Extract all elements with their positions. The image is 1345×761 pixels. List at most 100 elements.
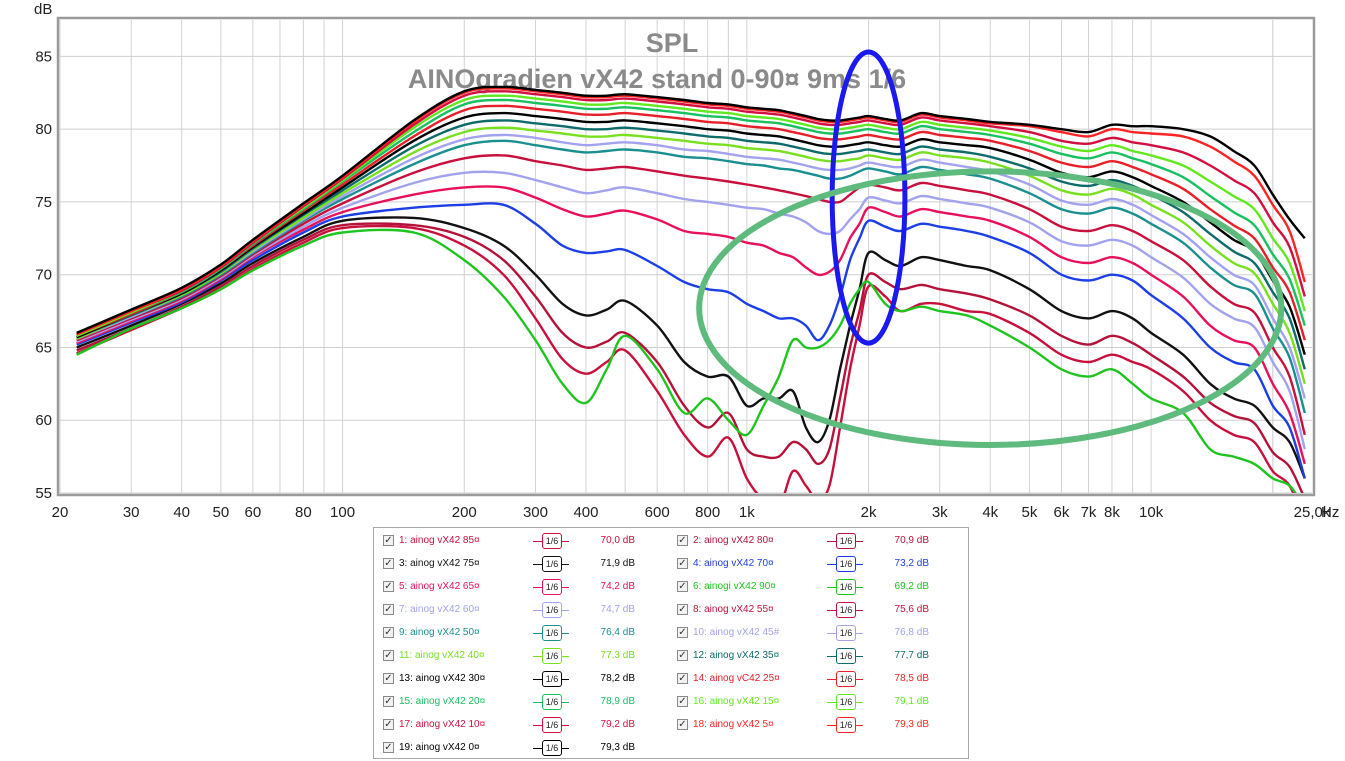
series-line [76, 216, 1306, 479]
annotation-ellipse [696, 168, 1285, 448]
legend-checkbox[interactable]: ✓ [677, 650, 688, 661]
legend-item: ✓ 18: ainog vX42 5¤ 1/6 79,3 dB [677, 715, 957, 735]
legend-item: ✓ 1: ainog vX42 85¤ 1/6 70,0 dB [383, 531, 663, 551]
legend-label: 7: ainog vX42 60¤ [399, 604, 480, 615]
legend-smoothing-swatch: 1/6 [827, 533, 863, 549]
legend-smoothing-label: 1/6 [836, 694, 856, 710]
legend-checkbox[interactable]: ✓ [383, 673, 394, 684]
legend-item: ✓ 14: ainog vC42 25¤ 1/6 78,5 dB [677, 669, 957, 689]
series-line [76, 98, 1306, 337]
legend-item: ✓ 10: ainog vX42 45# 1/6 76,8 dB [677, 623, 957, 643]
legend-value: 78,5 dB [894, 673, 929, 684]
legend-label: 6: ainogi vX42 90¤ [693, 581, 776, 592]
legend-value: 79,2 dB [600, 719, 635, 730]
legend-item: ✓ 9: ainog vX42 50¤ 1/6 76,4 dB [383, 623, 663, 643]
annotations [696, 49, 1285, 448]
x-tick-label: 5k [1022, 504, 1038, 521]
legend-value: 79,3 dB [600, 742, 635, 753]
legend-checkbox[interactable]: ✓ [383, 627, 394, 638]
chart-titles: SPL AINOgradien vX42 stand 0-90¤ 9ms 1/6 [408, 28, 906, 94]
x-tick-label: 20 [52, 504, 69, 521]
legend-smoothing-label: 1/6 [542, 648, 562, 664]
series-line [76, 222, 1304, 493]
legend-item: ✓ 4: ainog vX42 70¤ 1/6 73,2 dB [677, 554, 957, 574]
legend-checkbox[interactable]: ✓ [677, 627, 688, 638]
series-line [76, 202, 1306, 479]
legend-smoothing-swatch: 1/6 [533, 648, 569, 664]
legend-value: 74,2 dB [600, 581, 635, 592]
legend-value: 79,3 dB [894, 719, 929, 730]
x-tick-label: 600 [645, 504, 670, 521]
legend-label: 2: ainog vX42 80¤ [693, 535, 774, 546]
legend-checkbox[interactable]: ✓ [383, 719, 394, 730]
x-tick-label: 80 [295, 504, 312, 521]
legend-checkbox[interactable]: ✓ [383, 535, 394, 546]
x-tick-label: 200 [452, 504, 477, 521]
legend-checkbox[interactable]: ✓ [383, 742, 394, 753]
legend-checkbox[interactable]: ✓ [677, 535, 688, 546]
y-tick-label: 80 [35, 121, 52, 138]
legend-value: 77,3 dB [600, 650, 635, 661]
legend-value: 71,9 dB [600, 558, 635, 569]
x-tick-label: 7k [1081, 504, 1097, 521]
axes: dB Hz 55 60 65 70 75 80 85 20 30 40 50 60 80 100 200 30… [34, 1, 1339, 521]
legend-smoothing-label: 1/6 [836, 717, 856, 733]
legend-smoothing-swatch: 1/6 [827, 671, 863, 687]
y-tick-label: 75 [35, 194, 52, 211]
legend-smoothing-swatch: 1/6 [533, 579, 569, 595]
legend-label: 18: ainog vX42 5¤ [693, 719, 774, 730]
legend-checkbox[interactable]: ✓ [677, 558, 688, 569]
series-line [76, 185, 1306, 465]
legend-smoothing-swatch: 1/6 [533, 671, 569, 687]
x-tick-label: 100 [330, 504, 355, 521]
series-line [76, 133, 1306, 399]
legend-label: 10: ainog vX42 45# [693, 627, 780, 638]
legend-smoothing-label: 1/6 [542, 671, 562, 687]
legend-label: 1: ainog vX42 85¤ [399, 535, 480, 546]
legend-value: 73,2 dB [894, 558, 929, 569]
legend-label: 14: ainog vC42 25¤ [693, 673, 780, 684]
series-line [76, 224, 1295, 493]
x-tick-label: 4k [982, 504, 998, 521]
legend-checkbox[interactable]: ✓ [383, 604, 394, 615]
legend-label: 17: ainog vX42 10¤ [399, 719, 486, 730]
y-tick-label: 70 [35, 267, 52, 284]
legend-item: ✓ 8: ainog vX42 55¤ 1/6 75,6 dB [677, 600, 957, 620]
legend-checkbox[interactable]: ✓ [677, 719, 688, 730]
legend-smoothing-label: 1/6 [542, 625, 562, 641]
legend-smoothing-swatch: 1/6 [827, 648, 863, 664]
legend-smoothing-label: 1/6 [542, 556, 562, 572]
legend-smoothing-swatch: 1/6 [827, 717, 863, 733]
legend-smoothing-swatch: 1/6 [533, 694, 569, 710]
y-tick-label: 60 [35, 412, 52, 429]
legend-label: 8: ainog vX42 55¤ [693, 604, 774, 615]
series-line [76, 87, 1306, 336]
legend-smoothing-label: 1/6 [836, 602, 856, 618]
y-tick-label: 55 [35, 485, 52, 502]
legend-checkbox[interactable]: ✓ [383, 696, 394, 707]
x-tick-label: 50 [213, 504, 230, 521]
legend-checkbox[interactable]: ✓ [383, 650, 394, 661]
legend-checkbox[interactable]: ✓ [677, 673, 688, 684]
x-tick-label: 60 [245, 504, 262, 521]
legend-item: ✓ 19: ainog vX42 0¤ 1/6 79,3 dB [383, 738, 663, 758]
legend-checkbox[interactable]: ✓ [383, 558, 394, 569]
legend-value: 78,9 dB [600, 696, 635, 707]
legend-label: 9: ainog vX42 50¤ [399, 627, 480, 638]
series-line [76, 111, 1306, 356]
x-tick-label: 1k [739, 504, 755, 521]
curves [76, 85, 1306, 493]
legend-checkbox[interactable]: ✓ [677, 581, 688, 592]
legend-smoothing-label: 1/6 [836, 625, 856, 641]
legend-smoothing-label: 1/6 [542, 694, 562, 710]
legend-checkbox[interactable]: ✓ [383, 581, 394, 592]
legend-smoothing-label: 1/6 [836, 648, 856, 664]
y-tick-label: 85 [35, 48, 52, 65]
legend-item: ✓ 12: ainog vX42 35¤ 1/6 77,7 dB [677, 646, 957, 666]
x-tick-label: 30 [123, 504, 140, 521]
legend-smoothing-swatch: 1/6 [533, 556, 569, 572]
legend-smoothing-label: 1/6 [542, 717, 562, 733]
legend-checkbox[interactable]: ✓ [677, 696, 688, 707]
legend-checkbox[interactable]: ✓ [677, 604, 688, 615]
legend-label: 15: ainog vX42 20¤ [399, 696, 486, 707]
